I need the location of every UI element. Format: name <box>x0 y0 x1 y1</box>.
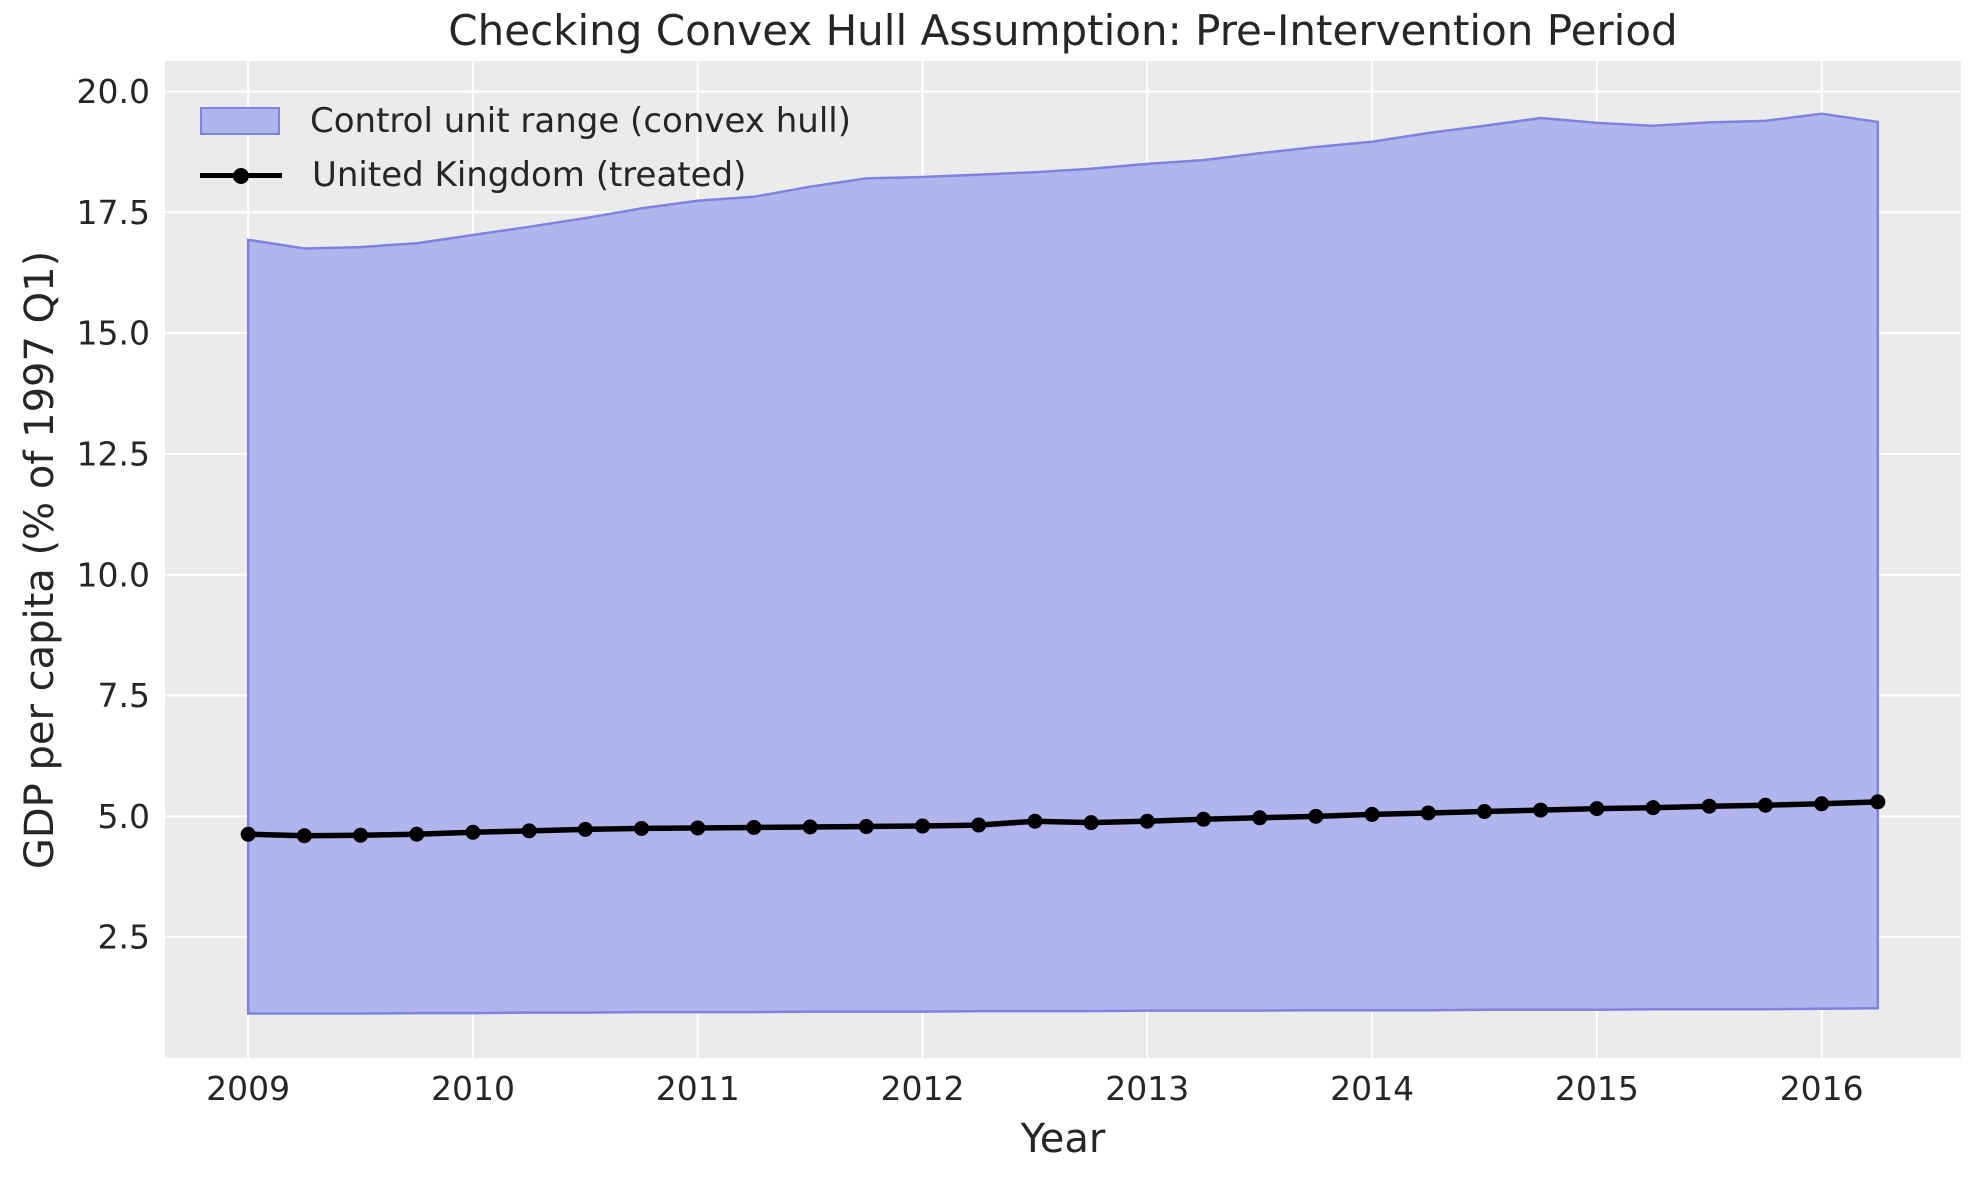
treated-line-marker <box>971 817 987 833</box>
y-tick-label: 15.0 <box>77 314 150 353</box>
legend-label-convex-hull: Control unit range (convex hull) <box>310 101 851 141</box>
treated-line-marker <box>1252 810 1268 826</box>
treated-line-marker <box>690 820 706 836</box>
treated-line-marker <box>1027 813 1043 829</box>
treated-line-marker <box>465 824 481 840</box>
treated-line-marker <box>1364 806 1380 822</box>
x-axis-label: Year <box>1020 1116 1106 1162</box>
treated-line-swatch-marker <box>233 168 249 184</box>
treated-line-marker <box>1420 805 1436 821</box>
legend-item-convex-hull: Control unit range (convex hull) <box>200 101 851 141</box>
treated-line-marker <box>634 820 650 836</box>
y-tick-label: 5.0 <box>98 797 150 836</box>
y-tick-label: 7.5 <box>98 676 150 715</box>
treated-line-marker <box>1083 815 1099 831</box>
treated-line-marker <box>521 823 537 839</box>
convex-hull-swatch <box>200 107 280 135</box>
x-tick-label: 2014 <box>1330 1069 1414 1108</box>
treated-line-marker <box>1870 794 1886 810</box>
treated-line-marker <box>1533 802 1549 818</box>
treated-line-marker <box>296 828 312 844</box>
y-tick-label: 2.5 <box>98 918 150 957</box>
treated-line-marker <box>1589 801 1605 817</box>
treated-line-marker <box>240 826 256 842</box>
treated-line-marker <box>802 819 818 835</box>
treated-line-marker <box>1701 798 1717 814</box>
treated-line-marker <box>1195 811 1211 827</box>
convex-hull-band <box>246 112 1880 1015</box>
legend: Control unit range (convex hull) United … <box>200 101 851 209</box>
treated-line-marker <box>1308 808 1324 824</box>
x-tick-label: 2015 <box>1555 1069 1639 1108</box>
legend-item-united-kingdom: United Kingdom (treated) <box>200 155 851 195</box>
treated-line-marker <box>858 819 874 835</box>
treated-line-marker <box>409 826 425 842</box>
y-axis-label: GDP per capita (% of 1997 Q1) <box>17 250 63 870</box>
x-tick-label: 2016 <box>1780 1069 1864 1108</box>
y-tick-label: 17.5 <box>77 193 150 232</box>
y-tick-label: 10.0 <box>77 555 150 594</box>
x-tick-label: 2013 <box>1105 1069 1189 1108</box>
x-tick-label: 2010 <box>431 1069 515 1108</box>
treated-line-marker <box>1645 800 1661 816</box>
treated-line-marker <box>746 819 762 835</box>
x-tick-label: 2009 <box>206 1069 290 1108</box>
x-tick-label: 2011 <box>656 1069 740 1108</box>
treated-line-marker <box>915 818 931 834</box>
treated-line-marker <box>1139 813 1155 829</box>
treated-line-marker <box>1476 804 1492 820</box>
treated-line <box>248 799 1878 839</box>
treated-line-marker <box>1814 796 1830 812</box>
treated-line-marker <box>353 827 369 843</box>
treated-line-marker <box>577 821 593 837</box>
x-tick-label: 2012 <box>881 1069 965 1108</box>
legend-label-united-kingdom: United Kingdom (treated) <box>312 155 747 195</box>
y-tick-label: 20.0 <box>77 72 150 111</box>
treated-line-marker <box>1757 797 1773 813</box>
chart-title: Checking Convex Hull Assumption: Pre-Int… <box>448 6 1678 55</box>
y-tick-label: 12.5 <box>77 434 150 473</box>
treated-line-swatch <box>200 161 282 189</box>
